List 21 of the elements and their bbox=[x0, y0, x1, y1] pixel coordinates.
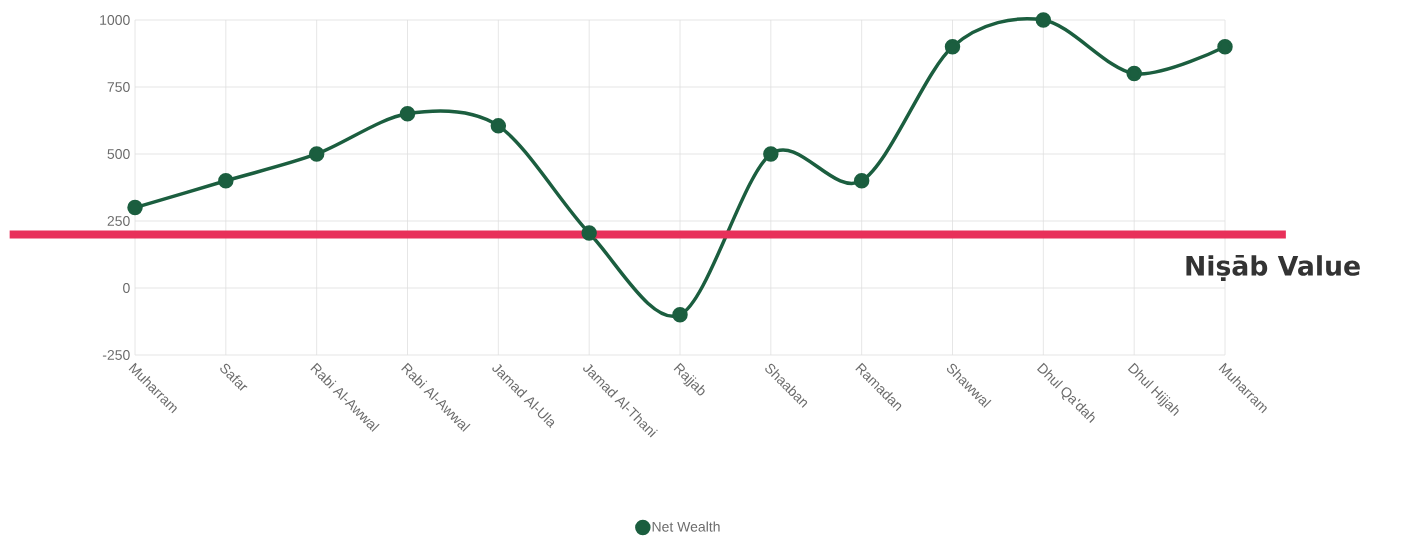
point bbox=[1126, 65, 1142, 82]
point bbox=[218, 173, 234, 189]
point bbox=[1035, 12, 1052, 28]
point bbox=[763, 146, 779, 162]
y-tick-label: 1000 bbox=[100, 15, 130, 25]
point bbox=[672, 307, 688, 323]
point bbox=[490, 118, 507, 134]
point bbox=[853, 173, 870, 189]
point bbox=[944, 39, 961, 55]
y-tick-label: 750 bbox=[107, 82, 130, 92]
point bbox=[399, 106, 416, 122]
point bbox=[581, 225, 597, 241]
y-tick-label: 500 bbox=[107, 149, 130, 159]
point bbox=[308, 146, 325, 162]
point bbox=[127, 199, 143, 216]
legend-label: Net Wealth bbox=[652, 521, 720, 532]
point bbox=[1217, 39, 1233, 55]
y-tick-label: -250 bbox=[102, 350, 130, 360]
y-tick-label: 250 bbox=[107, 216, 130, 226]
ref-line-label: Niṣāb Value bbox=[1186, 255, 1360, 282]
y-tick-label: 0 bbox=[123, 283, 130, 293]
